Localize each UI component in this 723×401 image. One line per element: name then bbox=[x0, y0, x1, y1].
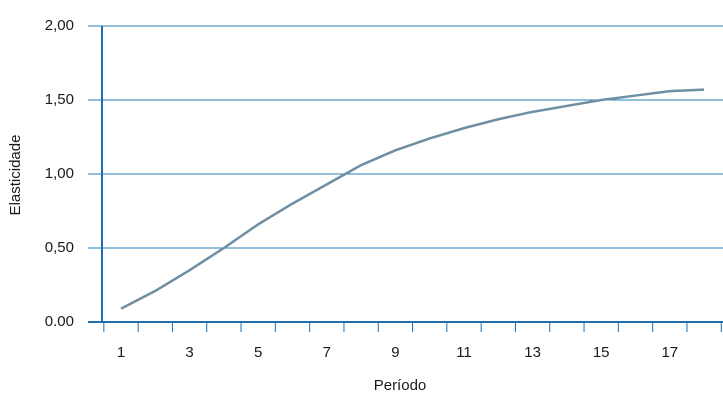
y-tick-label: 0.00 bbox=[45, 313, 74, 330]
y-tick-label: 0,50 bbox=[45, 239, 74, 256]
y-tick-label: 1,50 bbox=[45, 91, 74, 108]
x-tick-label: 17 bbox=[661, 344, 678, 361]
line-series bbox=[120, 88, 705, 310]
y-axis-label: Elasticidade bbox=[7, 135, 24, 216]
x-tick-label: 3 bbox=[185, 344, 193, 361]
x-tick-label: 15 bbox=[593, 344, 610, 361]
x-tick-label: 9 bbox=[391, 344, 399, 361]
y-tick-label: 2,00 bbox=[45, 17, 74, 34]
x-tick-label: 5 bbox=[254, 344, 262, 361]
x-tick-label: 13 bbox=[524, 344, 541, 361]
x-tick-label: 11 bbox=[456, 344, 472, 361]
y-tick-label: 1,00 bbox=[45, 165, 74, 182]
x-axis-label: Período bbox=[374, 377, 427, 394]
x-tick-label: 1 bbox=[117, 344, 125, 361]
x-tick-label: 7 bbox=[323, 344, 331, 361]
